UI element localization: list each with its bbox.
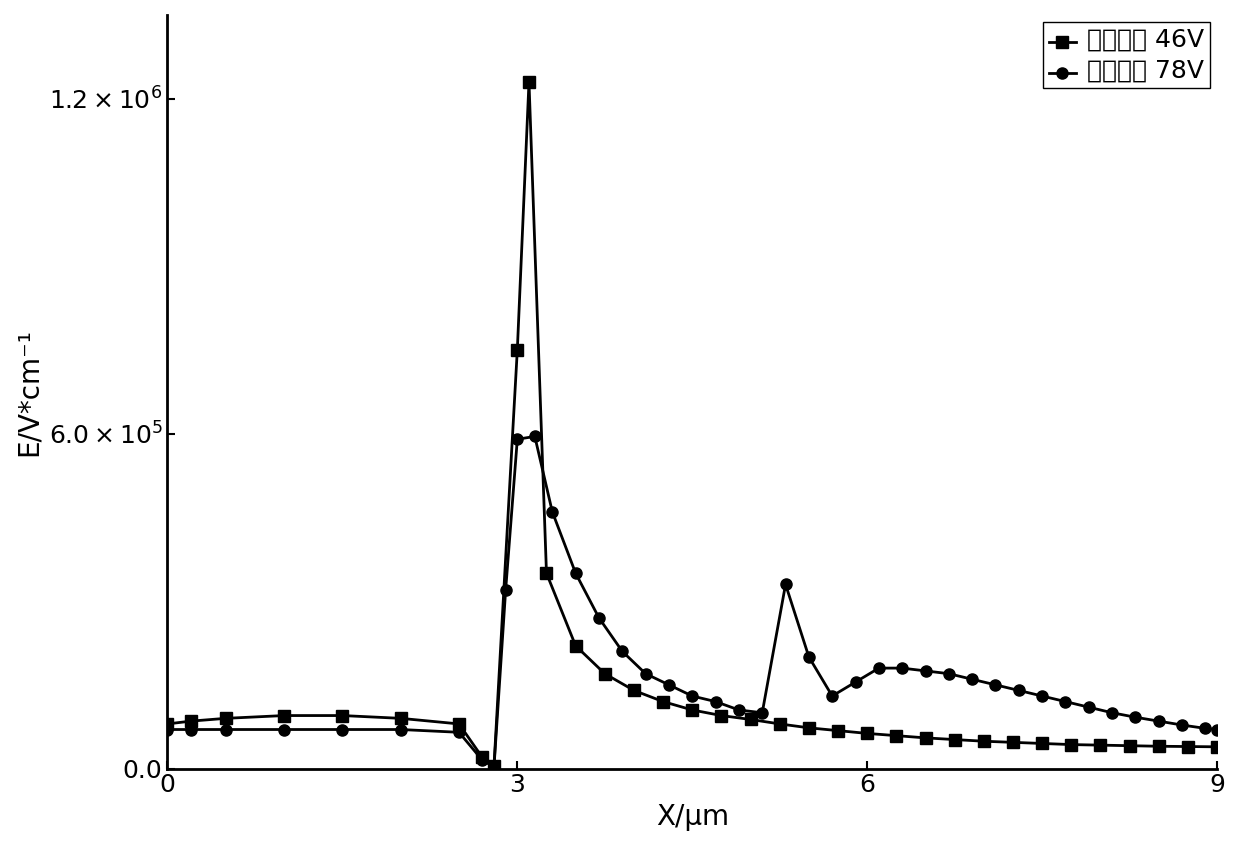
新型结构 78V bbox=[825, 691, 839, 701]
传统结构 46V bbox=[1006, 737, 1021, 747]
新型结构 78V bbox=[393, 724, 408, 734]
传统结构 46V bbox=[1210, 742, 1225, 752]
新型结构 78V bbox=[1081, 702, 1096, 712]
传统结构 46V bbox=[859, 728, 874, 739]
传统结构 46V bbox=[1064, 739, 1079, 750]
新型结构 78V bbox=[965, 674, 980, 684]
新型结构 78V bbox=[184, 724, 198, 734]
传统结构 46V bbox=[522, 77, 537, 87]
新型结构 78V bbox=[218, 724, 233, 734]
Y-axis label: E/V*cm⁻¹: E/V*cm⁻¹ bbox=[15, 328, 43, 456]
新型结构 78V bbox=[1012, 685, 1027, 695]
新型结构 78V bbox=[801, 652, 816, 662]
新型结构 78V bbox=[1105, 708, 1120, 718]
传统结构 46V bbox=[475, 752, 490, 762]
新型结构 78V bbox=[591, 613, 606, 623]
新型结构 78V bbox=[277, 724, 291, 734]
传统结构 46V bbox=[773, 719, 787, 729]
传统结构 46V bbox=[510, 345, 525, 355]
新型结构 78V bbox=[779, 580, 794, 590]
传统结构 46V bbox=[801, 722, 816, 733]
Line: 新型结构 78V: 新型结构 78V bbox=[162, 431, 1223, 772]
新型结构 78V bbox=[732, 705, 746, 715]
传统结构 46V bbox=[947, 734, 962, 744]
传统结构 46V bbox=[184, 716, 198, 726]
新型结构 78V bbox=[1034, 691, 1049, 701]
新型结构 78V bbox=[895, 663, 910, 673]
新型结构 78V bbox=[872, 663, 887, 673]
传统结构 46V bbox=[1151, 741, 1166, 751]
传统结构 46V bbox=[218, 713, 233, 723]
新型结构 78V bbox=[684, 691, 699, 701]
新型结构 78V bbox=[661, 680, 676, 690]
新型结构 78V bbox=[755, 708, 770, 718]
X-axis label: X/μm: X/μm bbox=[656, 803, 729, 831]
新型结构 78V bbox=[1174, 720, 1189, 730]
新型结构 78V bbox=[160, 724, 175, 734]
新型结构 78V bbox=[708, 696, 723, 706]
传统结构 46V bbox=[539, 569, 554, 579]
传统结构 46V bbox=[831, 726, 846, 736]
传统结构 46V bbox=[626, 685, 641, 695]
新型结构 78V bbox=[510, 434, 525, 444]
新型结构 78V bbox=[848, 677, 863, 687]
传统结构 46V bbox=[684, 705, 699, 715]
传统结构 46V bbox=[486, 761, 501, 771]
传统结构 46V bbox=[277, 711, 291, 721]
新型结构 78V bbox=[988, 680, 1003, 690]
新型结构 78V bbox=[1128, 712, 1143, 722]
新型结构 78V bbox=[544, 507, 559, 517]
新型结构 78V bbox=[1210, 724, 1225, 734]
传统结构 46V bbox=[335, 711, 350, 721]
传统结构 46V bbox=[1092, 740, 1107, 750]
新型结构 78V bbox=[451, 728, 466, 738]
新型结构 78V bbox=[568, 569, 583, 579]
传统结构 46V bbox=[1034, 739, 1049, 749]
传统结构 46V bbox=[714, 711, 729, 721]
新型结构 78V bbox=[615, 646, 630, 656]
新型结构 78V bbox=[639, 668, 653, 678]
传统结构 46V bbox=[889, 731, 904, 741]
传统结构 46V bbox=[976, 736, 991, 746]
传统结构 46V bbox=[160, 719, 175, 729]
传统结构 46V bbox=[598, 668, 613, 678]
传统结构 46V bbox=[656, 696, 671, 706]
传统结构 46V bbox=[568, 640, 583, 651]
新型结构 78V bbox=[527, 431, 542, 442]
新型结构 78V bbox=[918, 666, 932, 676]
新型结构 78V bbox=[475, 755, 490, 766]
传统结构 46V bbox=[451, 719, 466, 729]
新型结构 78V bbox=[498, 585, 513, 595]
传统结构 46V bbox=[1122, 740, 1137, 750]
Legend: 传统结构 46V, 新型结构 78V: 传统结构 46V, 新型结构 78V bbox=[1043, 22, 1210, 88]
传统结构 46V bbox=[743, 714, 758, 724]
新型结构 78V bbox=[486, 762, 501, 772]
传统结构 46V bbox=[918, 733, 932, 743]
新型结构 78V bbox=[1058, 696, 1073, 706]
新型结构 78V bbox=[335, 724, 350, 734]
新型结构 78V bbox=[1151, 716, 1166, 726]
Line: 传统结构 46V: 传统结构 46V bbox=[162, 76, 1223, 772]
传统结构 46V bbox=[1180, 741, 1195, 751]
传统结构 46V bbox=[393, 713, 408, 723]
新型结构 78V bbox=[941, 668, 956, 678]
新型结构 78V bbox=[1198, 723, 1213, 733]
